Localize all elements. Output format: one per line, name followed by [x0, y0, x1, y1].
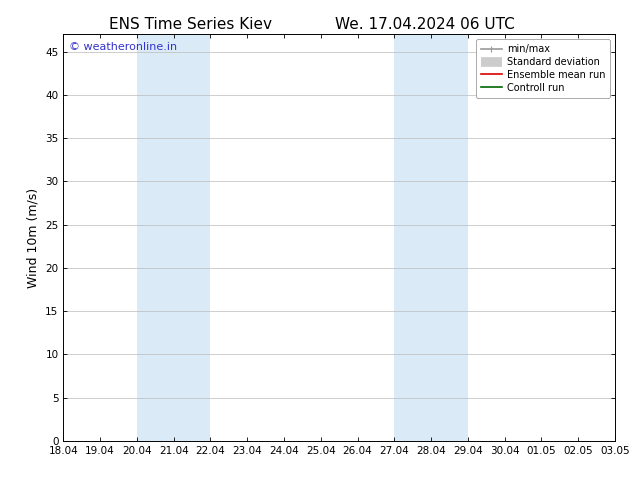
- Bar: [394, 34, 468, 441]
- Text: ENS Time Series Kiev: ENS Time Series Kiev: [108, 17, 272, 32]
- Y-axis label: Wind 10m (m/s): Wind 10m (m/s): [27, 188, 40, 288]
- Text: We. 17.04.2024 06 UTC: We. 17.04.2024 06 UTC: [335, 17, 515, 32]
- Text: © weatheronline.in: © weatheronline.in: [69, 43, 177, 52]
- Bar: [137, 34, 210, 441]
- Legend: min/max, Standard deviation, Ensemble mean run, Controll run: min/max, Standard deviation, Ensemble me…: [476, 39, 610, 98]
